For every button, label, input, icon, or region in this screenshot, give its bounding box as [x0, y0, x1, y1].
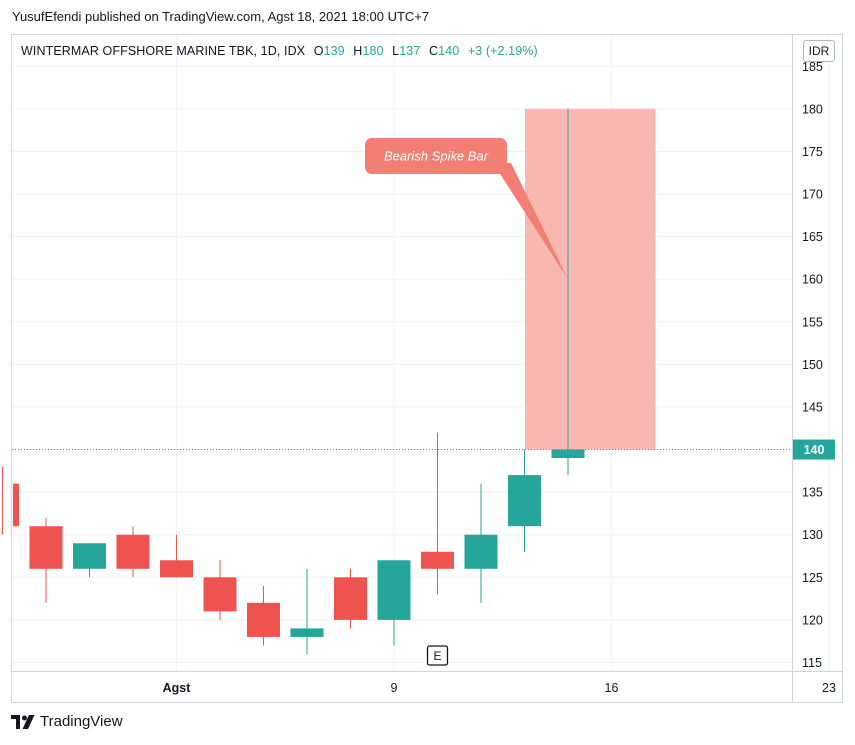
- candle: [2, 466, 19, 535]
- legend-high-value: 180: [362, 44, 384, 58]
- y-tick-label: 145: [802, 400, 823, 414]
- candle-body: [247, 602, 280, 637]
- candle-body: [13, 483, 19, 527]
- candle: [334, 568, 367, 629]
- earnings-marker-label: E: [433, 649, 441, 663]
- candle-body: [464, 534, 498, 569]
- callout-text: Bearish Spike Bar: [384, 149, 489, 164]
- legend-low-value: 137: [399, 44, 421, 58]
- candle-body: [160, 560, 193, 578]
- candle: [464, 483, 498, 603]
- last-price-badge: [793, 439, 835, 460]
- y-tick-label: 170: [802, 188, 823, 202]
- candle-body: [116, 534, 150, 569]
- y-tick-label: 185: [802, 60, 823, 74]
- candles-layer: [2, 108, 585, 654]
- x-tick-label: 23: [822, 681, 836, 695]
- legend-high-label: H: [353, 44, 363, 58]
- last-price-label: 140: [804, 443, 825, 457]
- footer-brand[interactable]: TradingView: [11, 713, 123, 730]
- y-tick-label: 115: [802, 656, 822, 670]
- publisher-line: YusufEfendi published on TradingView.com…: [12, 9, 430, 24]
- candle-body: [377, 560, 411, 620]
- candle-body: [551, 449, 585, 459]
- legend-change: +3 (+2.19%): [467, 44, 538, 58]
- candle: [160, 534, 193, 578]
- candle: [116, 526, 150, 578]
- candle-body: [203, 577, 237, 612]
- candle: [421, 432, 454, 595]
- candle-body: [508, 475, 541, 527]
- legend-low-label: L: [392, 44, 400, 58]
- candle: [290, 568, 324, 654]
- earnings-marker-box: [426, 645, 449, 666]
- y-tick-label: 165: [802, 230, 823, 244]
- symbol-legend: WINTERMAR OFFSHORE MARINE TBK, 1D, IDX O…: [21, 44, 538, 58]
- candle: [203, 560, 237, 620]
- y-tick-label: 150: [802, 358, 823, 372]
- candle-body: [73, 543, 106, 569]
- legend-open-value: 139: [323, 44, 345, 58]
- x-tick-label: 16: [605, 681, 619, 695]
- callout-pointer: [493, 163, 568, 280]
- y-tick-label: 120: [802, 613, 823, 627]
- x-tick-label: Agst: [163, 681, 192, 695]
- candle: [29, 517, 63, 603]
- candle-body: [334, 577, 367, 620]
- legend-symbol: WINTERMAR OFFSHORE MARINE TBK, 1D, IDX: [21, 44, 306, 58]
- currency-button[interactable]: IDR: [803, 40, 835, 62]
- x-tick-label: 9: [391, 681, 398, 695]
- y-tick-label: 160: [802, 273, 823, 287]
- y-tick-label: 135: [802, 486, 823, 500]
- candle: [508, 449, 541, 552]
- legend-open-label: O: [313, 44, 324, 58]
- axes-layer: 115 120 125 130 135 145 150 155 160 165 170 175 180 1…: [12, 35, 842, 702]
- candle: [73, 543, 106, 578]
- highlight-layer: [525, 108, 656, 450]
- chart-frame: [11, 34, 843, 703]
- highlight-box: [525, 108, 656, 450]
- candle-body: [421, 551, 454, 569]
- y-tick-label: 130: [802, 528, 823, 542]
- candle-body: [290, 628, 324, 637]
- grid-lines: [12, 35, 830, 671]
- candle: [377, 560, 411, 646]
- candle-body: [29, 526, 63, 569]
- legend-close-value: 140: [438, 44, 460, 58]
- y-tick-label: 175: [802, 145, 823, 159]
- tradingview-logo-icon: [11, 714, 35, 729]
- footer-brand-text: TradingView: [40, 713, 123, 730]
- candle: [551, 108, 585, 476]
- y-tick-label: 155: [802, 315, 823, 329]
- candle: [247, 585, 280, 646]
- legend-close-label: C: [428, 44, 439, 58]
- y-tick-label: 180: [802, 102, 823, 116]
- callout-bubble: [365, 138, 507, 174]
- y-tick-label: 125: [802, 571, 823, 585]
- callout-layer: E Bearish Spike Bar: [365, 138, 568, 666]
